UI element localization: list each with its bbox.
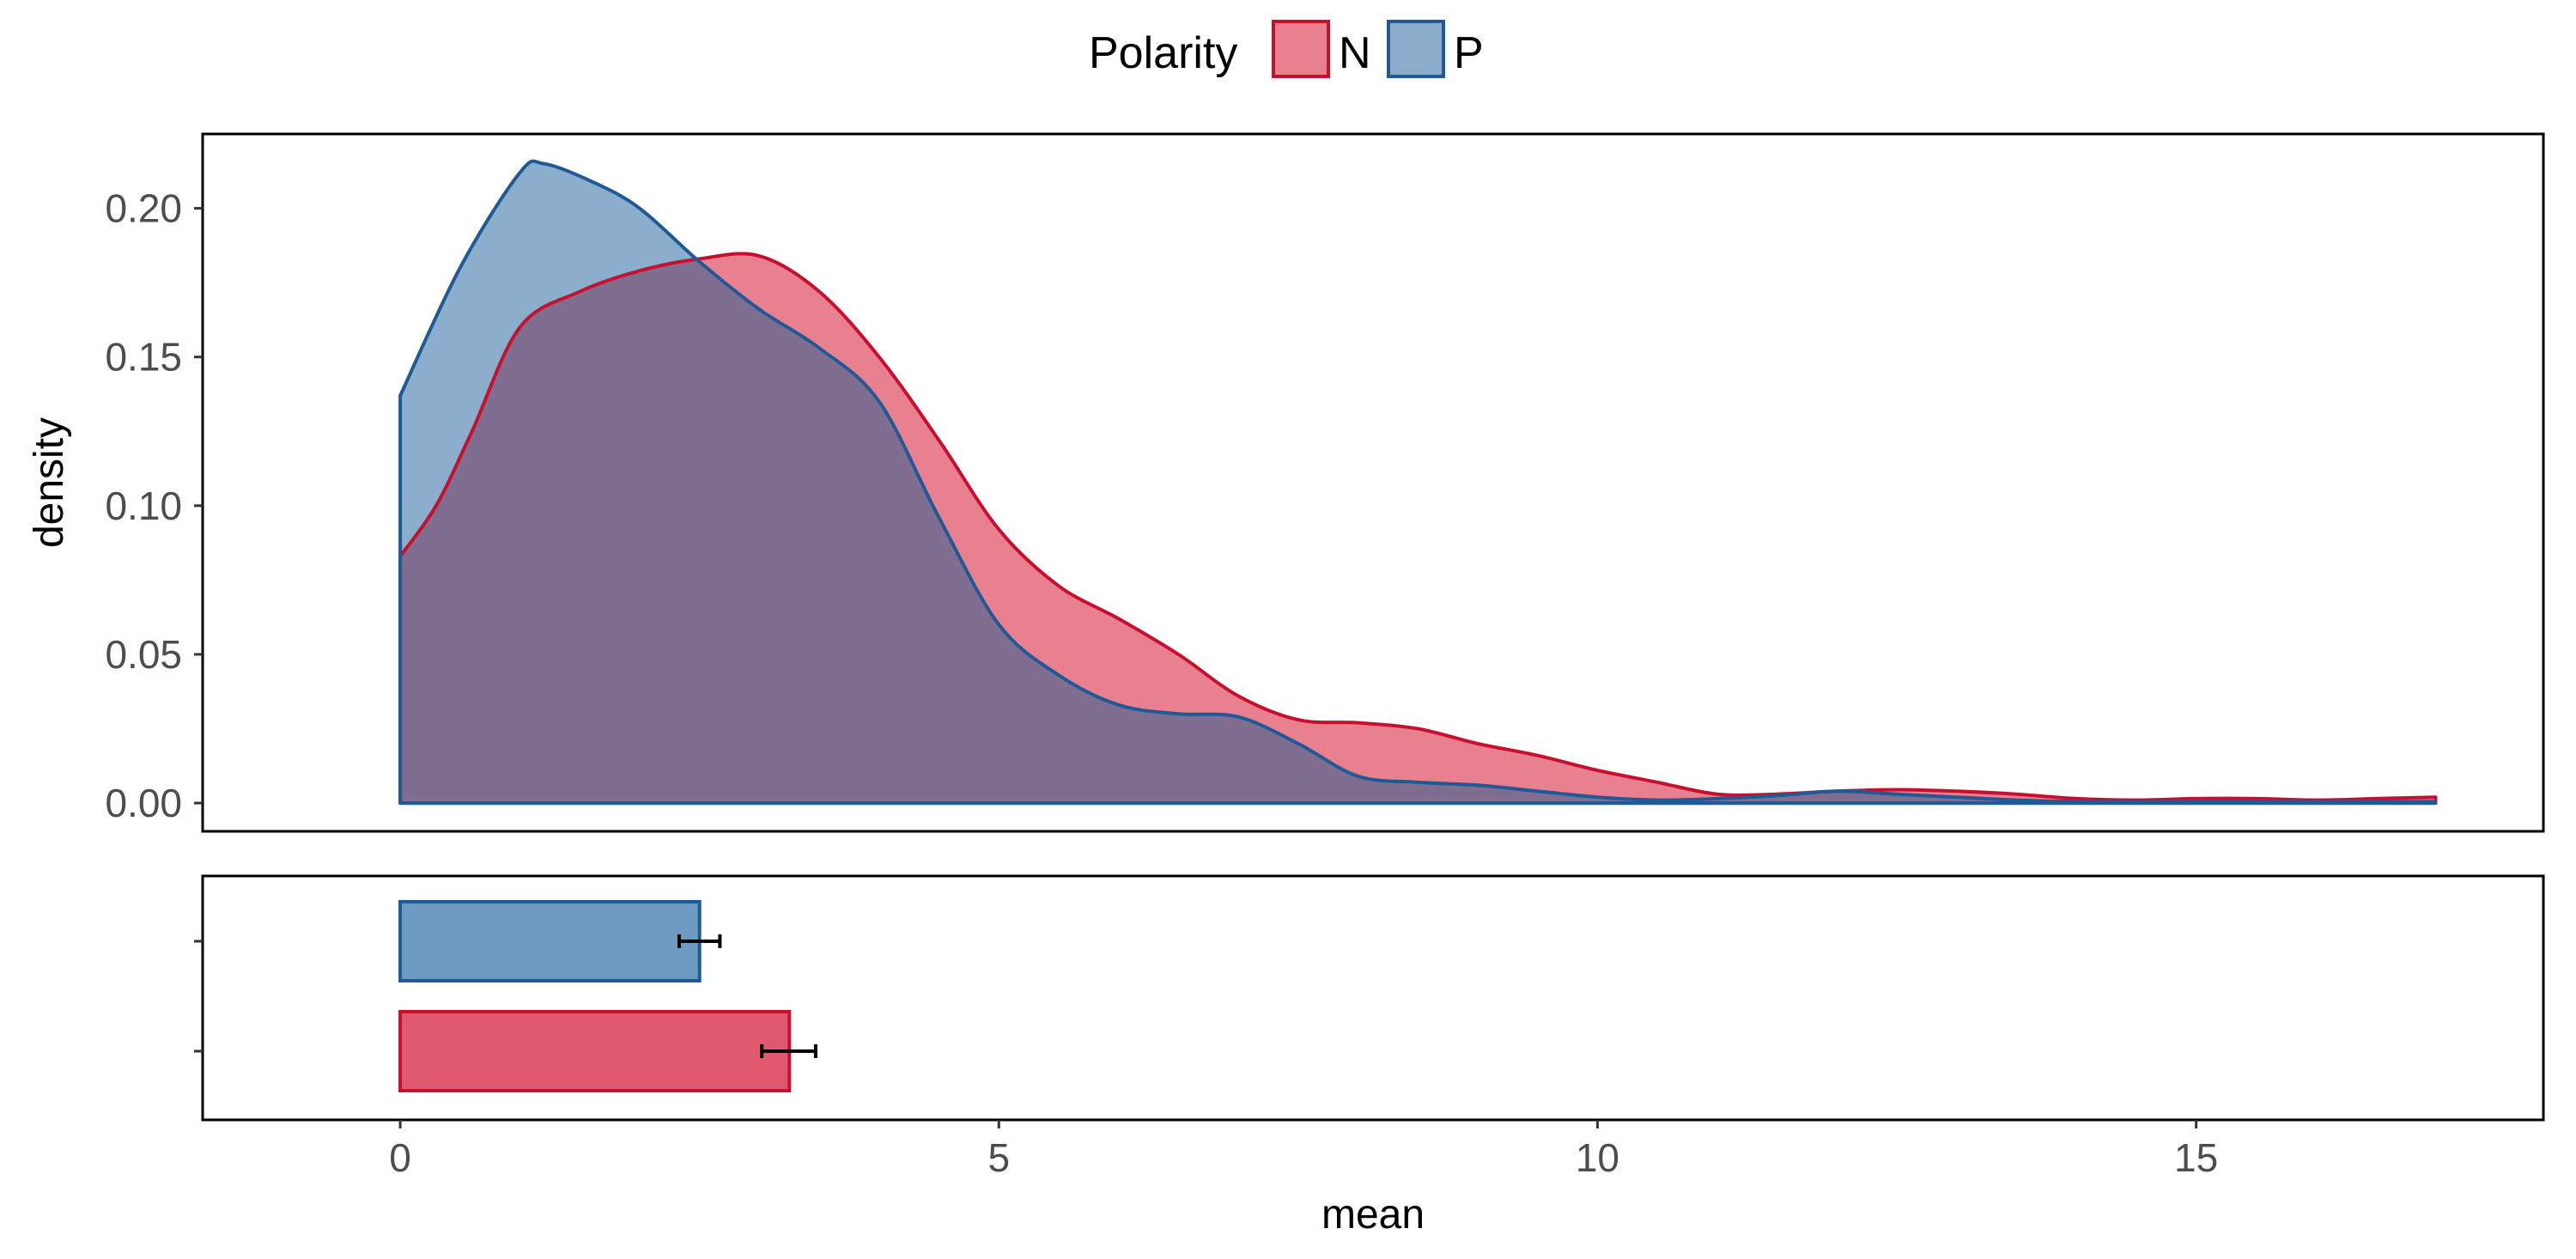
x-tick-label: 0	[389, 1135, 411, 1180]
x-tick-label: 5	[987, 1135, 1010, 1180]
y-tick-label: 0.05	[105, 632, 182, 677]
density-line-p	[398, 159, 2438, 806]
x-tick-label: 15	[2174, 1135, 2218, 1180]
mean-panel-border	[201, 874, 2545, 1122]
density-areas	[398, 159, 2438, 806]
density-line-n	[398, 252, 2438, 806]
y-axis-title: density	[27, 417, 72, 548]
y-tick-label: 0.15	[105, 335, 182, 380]
legend-label-p: P	[1454, 28, 1484, 78]
mean-bar-p	[398, 900, 702, 982]
x-axis-title: mean	[1321, 1192, 1425, 1238]
mean-bars	[398, 900, 817, 1092]
legend: Polarity N P	[1089, 20, 1484, 78]
legend-key-p	[1387, 20, 1445, 78]
y-axis: 0.00 0.05 0.10 0.15 0.20	[105, 186, 203, 825]
density-overlap	[400, 253, 2436, 804]
y-tick-label: 0.10	[105, 484, 182, 528]
legend-title: Polarity	[1089, 28, 1237, 78]
legend-key-n	[1272, 20, 1330, 78]
density-panel: 0.00 0.05 0.10 0.15 0.20 density	[27, 132, 2545, 833]
y-tick-label: 0.00	[105, 781, 182, 825]
mean-panel: 0 5 10 15 mean	[194, 874, 2545, 1238]
density-panel-border	[201, 132, 2545, 833]
x-tick-label: 10	[1576, 1135, 1619, 1180]
category-ticks	[194, 940, 203, 1053]
legend-label-n: N	[1339, 28, 1371, 78]
x-axis: 0 5 10 15	[389, 1120, 2218, 1180]
mean-bar-n	[398, 1010, 792, 1092]
y-tick-label: 0.20	[105, 186, 182, 231]
